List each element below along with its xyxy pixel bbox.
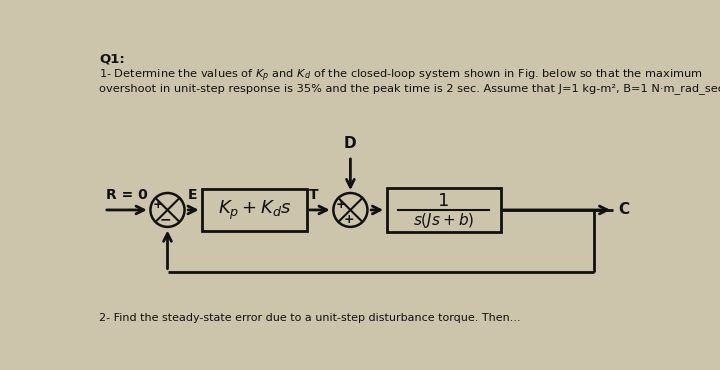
Text: T: T: [310, 188, 319, 202]
Text: C: C: [618, 202, 630, 218]
Text: R = 0: R = 0: [106, 188, 148, 202]
Text: +: +: [343, 213, 354, 226]
Text: D: D: [344, 137, 356, 151]
Text: 1: 1: [438, 192, 449, 210]
Text: 1- Determine the values of $K_p$ and $K_d$ of the closed-loop system shown in Fi: 1- Determine the values of $K_p$ and $K_…: [99, 67, 703, 84]
Bar: [387, 188, 500, 232]
Bar: [202, 189, 307, 231]
Text: $s(Js + b)$: $s(Js + b)$: [413, 211, 474, 230]
Text: overshoot in unit-step response is 35% and the peak time is 2 sec. Assume that J: overshoot in unit-step response is 35% a…: [99, 83, 720, 94]
Text: −: −: [160, 212, 171, 226]
Text: +: +: [153, 198, 163, 211]
Text: +: +: [336, 198, 346, 211]
Text: E: E: [188, 188, 197, 202]
Text: 2- Find the steady-state error due to a unit-step disturbance torque. Then...: 2- Find the steady-state error due to a …: [99, 313, 521, 323]
Text: $K_p + K_d s$: $K_p + K_d s$: [218, 198, 292, 222]
Text: Q1:: Q1:: [99, 52, 125, 65]
